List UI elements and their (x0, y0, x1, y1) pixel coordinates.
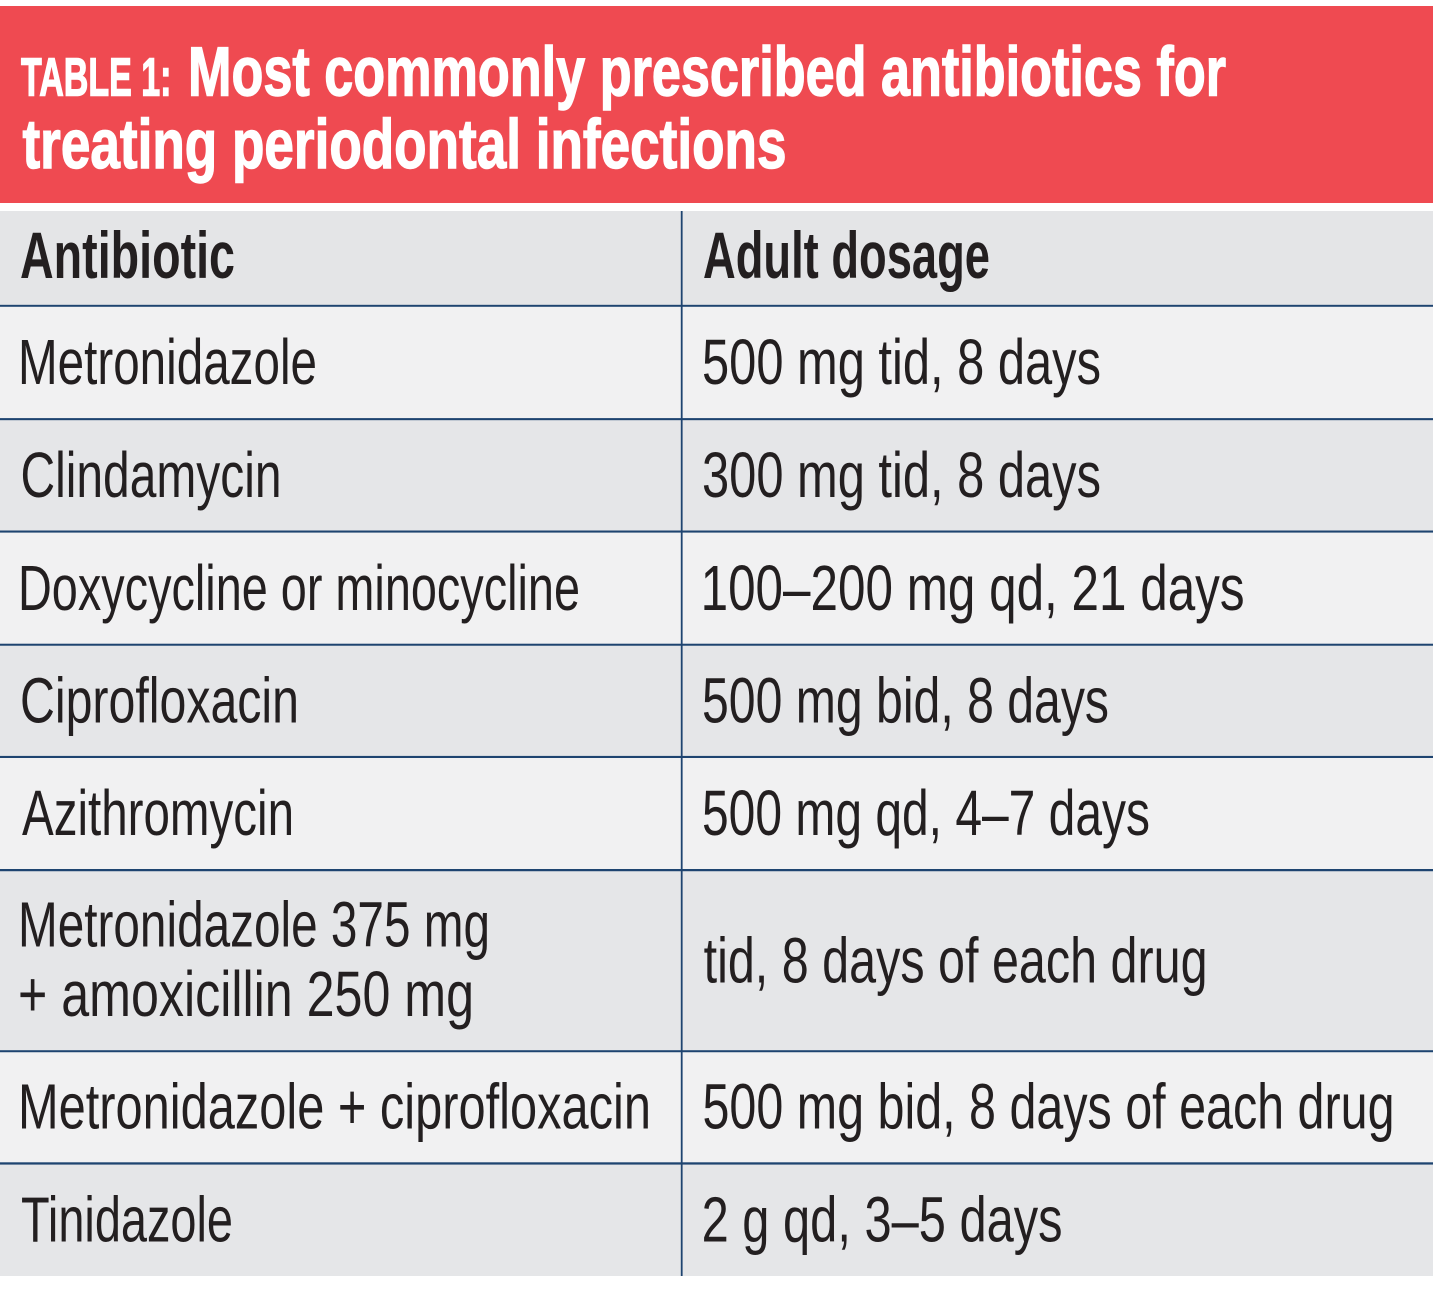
svg-text:Adult dosage: Adult dosage (703, 218, 990, 292)
svg-text:tid, 8 days of each drug: tid, 8 days of each drug (704, 924, 1208, 996)
svg-text:Doxycycline or minocycline: Doxycycline or minocycline (18, 552, 580, 624)
svg-text:Clindamycin: Clindamycin (21, 439, 282, 511)
svg-text:Metronidazole + ciprofloxacin: Metronidazole + ciprofloxacin (18, 1070, 651, 1142)
svg-text:Metronidazole: Metronidazole (18, 326, 317, 398)
svg-text:Ciprofloxacin: Ciprofloxacin (20, 665, 299, 737)
svg-text:Antibiotic: Antibiotic (20, 218, 235, 292)
svg-text:+ amoxicillin 250 mg: + amoxicillin 250 mg (18, 958, 474, 1030)
svg-text:Azithromycin: Azithromycin (22, 777, 294, 849)
svg-text:TABLE 1:: TABLE 1: (21, 48, 172, 108)
svg-text:500 mg tid, 8 days: 500 mg tid, 8 days (702, 326, 1101, 398)
svg-text:Most commonly prescribed antib: Most commonly prescribed antibiotics for (188, 33, 1226, 111)
svg-text:2 g qd, 3–5 days: 2 g qd, 3–5 days (702, 1184, 1063, 1256)
svg-text:Tinidazole: Tinidazole (21, 1184, 233, 1256)
svg-text:500 mg bid, 8 days of each dru: 500 mg bid, 8 days of each drug (703, 1070, 1395, 1142)
svg-text:500 mg bid, 8 days: 500 mg bid, 8 days (702, 665, 1109, 737)
svg-text:300 mg tid, 8 days: 300 mg tid, 8 days (702, 439, 1101, 511)
svg-text:Metronidazole 375 mg: Metronidazole 375 mg (18, 888, 490, 960)
svg-text:100–200 mg qd, 21 days: 100–200 mg qd, 21 days (701, 552, 1245, 624)
svg-text:500 mg qd, 4–7 days: 500 mg qd, 4–7 days (702, 777, 1150, 849)
svg-text:treating periodontal infection: treating periodontal infections (23, 105, 787, 183)
